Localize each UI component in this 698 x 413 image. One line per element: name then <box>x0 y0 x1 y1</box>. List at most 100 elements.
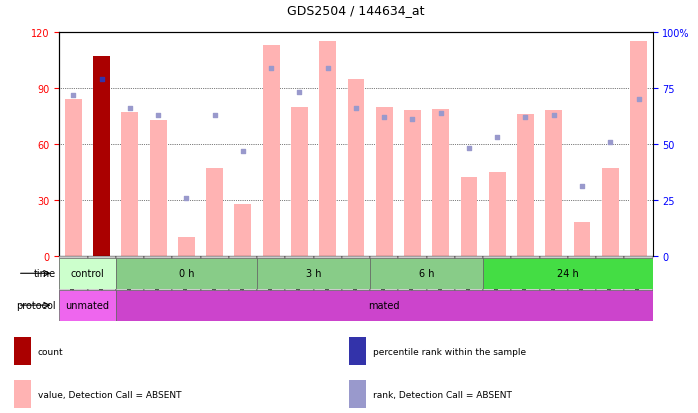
Bar <box>150 121 167 256</box>
Bar <box>200 256 229 310</box>
Bar <box>349 337 366 366</box>
Bar <box>229 256 257 310</box>
Text: GSM112971: GSM112971 <box>579 259 584 297</box>
Text: GSM112965: GSM112965 <box>466 259 471 296</box>
Bar <box>235 204 251 256</box>
Point <box>96 76 107 83</box>
Bar <box>455 256 483 310</box>
Bar <box>596 256 625 310</box>
Bar <box>426 256 455 310</box>
Point <box>548 112 559 119</box>
Text: GSM112946: GSM112946 <box>212 259 217 297</box>
Bar <box>59 290 116 321</box>
Bar <box>262 46 280 256</box>
Bar <box>313 256 342 310</box>
Bar <box>625 256 653 310</box>
Text: percentile rank within the sample: percentile rank within the sample <box>373 347 526 356</box>
Text: GSM112948: GSM112948 <box>269 259 274 297</box>
Text: unmated: unmated <box>66 300 110 311</box>
Text: GSM112967: GSM112967 <box>495 259 500 297</box>
Text: control: control <box>70 268 105 279</box>
Bar <box>461 178 477 256</box>
Point <box>68 92 79 99</box>
Bar <box>370 256 399 310</box>
Text: GSM112943: GSM112943 <box>156 259 161 297</box>
Bar <box>285 256 313 310</box>
Text: GSM112935: GSM112935 <box>99 259 104 297</box>
Text: mated: mated <box>369 300 400 311</box>
Bar <box>94 57 110 256</box>
Bar <box>65 100 82 256</box>
Bar <box>87 256 116 310</box>
Bar <box>116 258 257 289</box>
Text: count: count <box>38 347 64 356</box>
Point <box>378 114 389 121</box>
Bar <box>172 256 200 310</box>
Text: GSM112947: GSM112947 <box>241 259 246 297</box>
Point <box>463 146 475 152</box>
Point <box>294 90 305 97</box>
Point <box>266 65 277 72</box>
Text: GSM112950: GSM112950 <box>325 259 330 296</box>
Bar <box>483 256 512 310</box>
Text: GSM112962: GSM112962 <box>382 259 387 297</box>
Bar <box>349 380 366 408</box>
Text: GSM112949: GSM112949 <box>297 259 302 297</box>
Bar <box>545 111 562 256</box>
Point <box>435 110 446 116</box>
Text: protocol: protocol <box>16 300 56 311</box>
Bar <box>116 256 144 310</box>
Text: GSM112968: GSM112968 <box>523 259 528 296</box>
Bar <box>630 43 647 256</box>
Point <box>350 106 362 112</box>
Text: GSM112931: GSM112931 <box>71 259 76 297</box>
Bar <box>540 256 568 310</box>
Bar <box>376 107 393 256</box>
Bar <box>432 109 450 256</box>
Text: GSM112963: GSM112963 <box>410 259 415 297</box>
Text: GSM112972: GSM112972 <box>608 259 613 297</box>
Bar <box>59 258 116 289</box>
Text: GSM112964: GSM112964 <box>438 259 443 297</box>
Bar <box>206 169 223 256</box>
Text: GSM112945: GSM112945 <box>184 259 189 297</box>
Bar <box>319 43 336 256</box>
Bar <box>59 256 87 310</box>
Text: GSM113345: GSM113345 <box>636 259 641 297</box>
Text: GSM112942: GSM112942 <box>128 259 133 297</box>
Bar <box>517 115 534 256</box>
Bar <box>14 380 31 408</box>
Text: 24 h: 24 h <box>557 268 579 279</box>
Bar <box>178 237 195 256</box>
Bar <box>121 113 138 256</box>
Bar <box>483 258 653 289</box>
Point <box>633 97 644 103</box>
Bar <box>257 258 370 289</box>
Point <box>577 184 588 190</box>
Bar <box>399 256 426 310</box>
Text: GSM112970: GSM112970 <box>551 259 556 297</box>
Text: GDS2504 / 144634_at: GDS2504 / 144634_at <box>288 4 424 17</box>
Bar <box>144 256 172 310</box>
Point <box>209 112 221 119</box>
Bar <box>257 256 285 310</box>
Text: time: time <box>34 268 56 279</box>
Bar <box>574 223 591 256</box>
Bar <box>342 256 370 310</box>
Text: value, Detection Call = ABSENT: value, Detection Call = ABSENT <box>38 390 181 399</box>
Text: GSM112952: GSM112952 <box>353 259 359 297</box>
Text: 3 h: 3 h <box>306 268 321 279</box>
Point <box>153 112 164 119</box>
Bar <box>489 173 506 256</box>
Point <box>124 106 135 112</box>
Point <box>322 65 334 72</box>
Bar <box>348 79 364 256</box>
Text: 0 h: 0 h <box>179 268 194 279</box>
Bar <box>291 107 308 256</box>
Point <box>181 195 192 202</box>
Point <box>491 135 503 141</box>
Bar <box>14 337 31 366</box>
Text: rank, Detection Call = ABSENT: rank, Detection Call = ABSENT <box>373 390 512 399</box>
Bar <box>370 258 483 289</box>
Point <box>520 114 531 121</box>
